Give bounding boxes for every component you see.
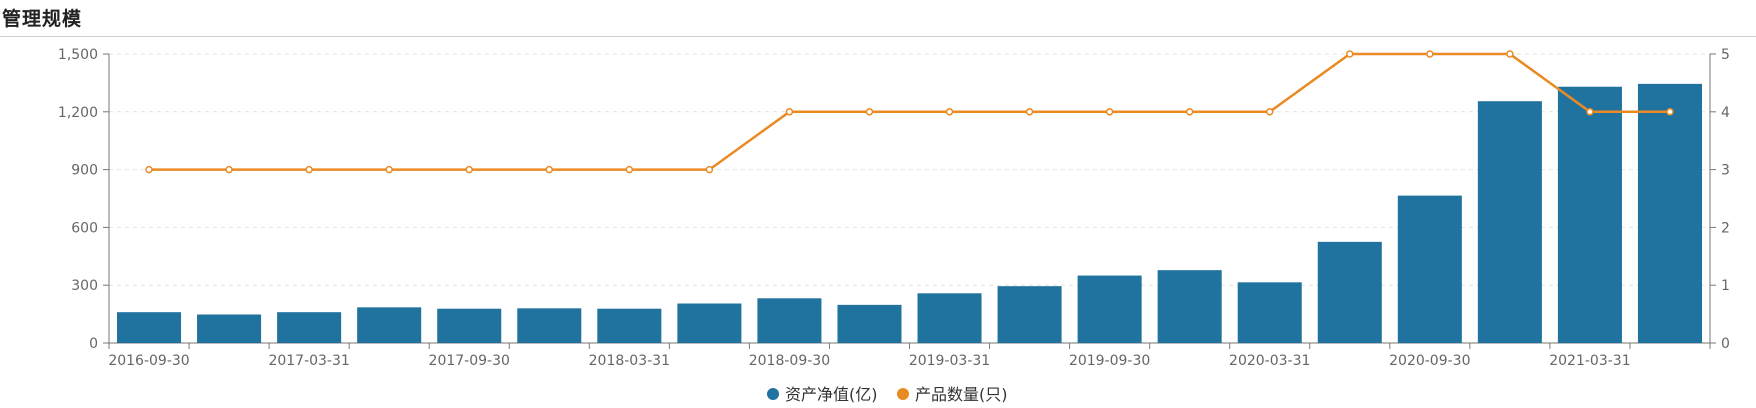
bar [437,308,502,343]
y-left-tick-label: 1,200 [58,105,98,121]
line-point [1025,108,1034,116]
legend-marker [767,388,779,400]
line-point [305,165,313,174]
bar [277,312,342,343]
y-right-tick-label: 4 [1721,105,1730,121]
bar [837,304,902,343]
y-left-tick-label: 300 [71,278,98,294]
line-point [385,165,393,174]
bar [517,308,582,343]
line-point [785,108,794,116]
bar [1637,83,1702,343]
line-point [1586,108,1594,116]
line-point [1185,108,1194,116]
bar [757,298,822,343]
x-tick-label: 2017-09-30 [429,353,510,369]
line-point [1265,108,1274,116]
bar [1157,270,1222,343]
line-point [625,165,634,174]
bar [197,314,262,343]
line-point [865,108,874,116]
line-point [1426,50,1434,58]
y-right-tick-label: 5 [1721,47,1730,63]
bar [1397,195,1462,343]
bar [917,293,982,343]
line-point [545,165,554,174]
line-point [145,165,153,174]
y-left-tick-label: 600 [71,220,98,236]
y-right-tick-label: 3 [1721,163,1730,179]
x-tick-label: 2020-03-31 [1229,353,1310,369]
x-tick-label: 2019-09-30 [1069,353,1150,369]
line-point [1105,108,1114,116]
line-point [945,108,954,116]
x-tick-label: 2019-03-31 [909,353,990,369]
y-left-tick-label: 0 [89,336,98,352]
bar [597,308,662,343]
y-left-tick-label: 1,500 [58,47,98,63]
legend-label: 资产净值(亿) [785,385,878,404]
line-point [1506,50,1514,58]
bar [1317,241,1382,343]
header-bar: 管理规模 [0,0,1756,37]
y-right-tick-label: 2 [1721,220,1730,236]
bar [357,307,422,343]
x-tick-label: 2016-09-30 [108,353,189,369]
line-point [705,165,714,174]
page-title: 管理规模 [2,8,83,30]
bar [1077,275,1142,343]
series-line [149,52,1670,171]
bar [117,312,182,343]
x-tick-label: 2018-03-31 [589,353,670,369]
legend-label: 产品数量(只) [915,385,1008,404]
y-right-tick-label: 1 [1721,278,1730,294]
bar [1237,282,1302,343]
x-tick-label: 2017-03-31 [268,353,349,369]
x-tick-label: 2020-09-30 [1389,353,1470,369]
bar [997,286,1062,343]
line-point [1346,50,1354,58]
line-point [465,165,473,174]
y-right-tick-label: 0 [1721,336,1730,352]
x-tick-label: 2021-03-31 [1549,353,1630,369]
bar [1477,101,1542,343]
line-point [1666,108,1674,116]
y-left-tick-label: 900 [71,163,98,179]
x-tick-label: 2018-09-30 [749,353,830,369]
line-point [225,165,233,174]
bar [1557,86,1622,344]
bar [677,303,742,343]
legend-marker [897,388,909,400]
